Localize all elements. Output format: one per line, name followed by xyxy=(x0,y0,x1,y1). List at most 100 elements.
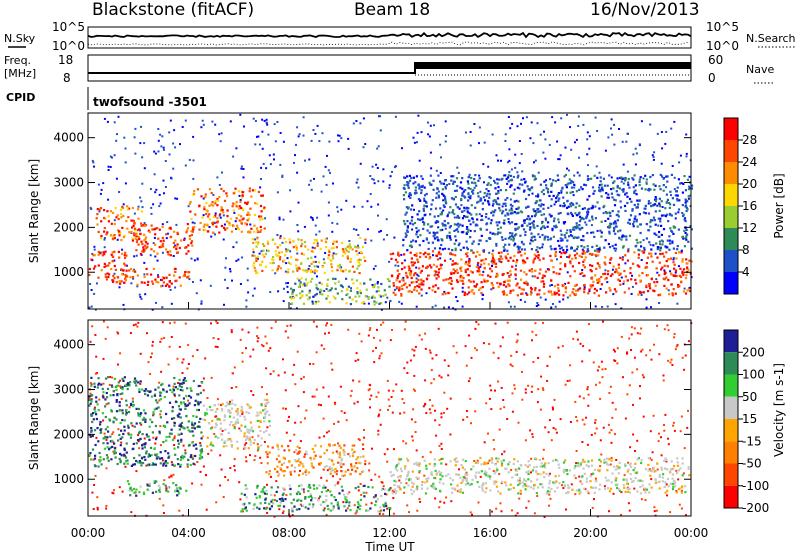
heatmap-cell xyxy=(674,217,677,220)
heatmap-cell xyxy=(285,431,288,434)
heatmap-cell xyxy=(262,162,265,165)
heatmap-cell xyxy=(378,230,381,233)
heatmap-cell xyxy=(465,207,468,210)
heatmap-cell xyxy=(538,204,541,207)
heatmap-cell xyxy=(420,278,423,281)
heatmap-cell xyxy=(254,455,257,457)
heatmap-cell xyxy=(602,320,604,323)
heatmap-cell xyxy=(251,254,254,257)
heatmap-cell xyxy=(616,219,619,222)
heatmap-cell xyxy=(253,224,256,227)
heatmap-cell xyxy=(204,474,207,477)
heatmap-cell xyxy=(113,272,116,275)
heatmap-cell xyxy=(624,275,627,278)
heatmap-cell xyxy=(92,508,95,510)
heatmap-cell xyxy=(613,247,616,250)
heatmap-cell xyxy=(466,180,469,183)
heatmap-cell xyxy=(507,180,510,183)
heatmap-cell xyxy=(506,252,509,255)
heatmap-cell xyxy=(504,243,507,246)
heatmap-cell xyxy=(531,330,534,333)
heatmap-cell xyxy=(257,337,260,340)
heatmap-cell xyxy=(154,227,157,230)
heatmap-cell xyxy=(149,418,152,421)
heatmap-cell xyxy=(437,327,440,330)
heatmap-cell xyxy=(117,231,121,234)
heatmap-cell xyxy=(621,188,624,191)
heatmap-cell xyxy=(520,288,523,291)
heatmap-cell xyxy=(174,489,177,492)
heatmap-cell xyxy=(517,174,520,177)
heatmap-cell xyxy=(533,253,536,256)
heatmap-cell xyxy=(362,117,365,120)
heatmap-cell xyxy=(647,189,651,192)
heatmap-cell xyxy=(168,280,171,283)
heatmap-cell xyxy=(337,265,340,268)
heatmap-cell xyxy=(171,438,175,441)
heatmap-cell xyxy=(479,265,482,268)
heatmap-cell xyxy=(664,245,667,248)
heatmap-cell xyxy=(140,222,143,225)
heatmap-cell xyxy=(168,273,171,276)
heatmap-cell xyxy=(301,290,304,293)
heatmap-cell xyxy=(562,283,565,287)
heatmap-cell xyxy=(162,239,165,242)
heatmap-cell xyxy=(316,124,319,127)
heatmap-cell xyxy=(544,298,547,301)
heatmap-cell xyxy=(260,462,263,464)
heatmap-cell xyxy=(646,274,649,277)
heatmap-cell xyxy=(216,398,219,401)
heatmap-cell xyxy=(434,497,437,500)
heatmap-cell xyxy=(337,481,340,484)
heatmap-cell xyxy=(103,117,106,120)
heatmap-cell xyxy=(244,201,247,204)
heatmap-cell xyxy=(614,199,617,202)
heatmap-cell xyxy=(559,154,562,157)
heatmap-cell xyxy=(304,453,307,456)
heatmap-cell xyxy=(377,391,380,394)
heatmap-cell xyxy=(625,140,628,143)
heatmap-cell xyxy=(186,367,189,370)
heatmap-cell xyxy=(591,284,594,287)
heatmap-cell xyxy=(127,426,130,429)
heatmap-cell xyxy=(330,266,333,269)
heatmap-cell xyxy=(409,192,412,195)
heatmap-cell xyxy=(291,373,294,376)
heatmap-cell xyxy=(356,292,359,295)
heatmap-cell xyxy=(647,200,650,203)
heatmap-cell xyxy=(518,187,521,190)
heatmap-cell xyxy=(608,261,612,265)
heatmap-cell xyxy=(122,269,125,272)
heatmap-cell xyxy=(217,199,220,202)
heatmap-cell xyxy=(162,388,165,391)
heatmap-cell xyxy=(626,170,629,173)
heatmap-cell xyxy=(341,254,344,257)
heatmap-cell xyxy=(126,480,129,483)
heatmap-cell xyxy=(302,284,305,287)
heatmap-cell xyxy=(616,177,619,180)
heatmap-cell xyxy=(196,188,200,191)
heatmap-cell xyxy=(351,248,354,251)
heatmap-cell xyxy=(113,237,116,240)
heatmap-cell xyxy=(123,453,126,456)
heatmap-cell xyxy=(536,495,539,497)
heatmap-cell xyxy=(634,163,637,166)
heatmap-cell xyxy=(143,142,146,145)
heatmap-cell xyxy=(187,420,190,423)
heatmap-cell xyxy=(652,183,655,186)
heatmap-cell xyxy=(511,204,514,208)
heatmap-cell xyxy=(505,189,508,192)
heatmap-cell xyxy=(661,252,664,255)
heatmap-cell xyxy=(221,209,224,212)
heatmap-cell xyxy=(197,425,200,428)
heatmap-cell xyxy=(214,123,217,126)
heatmap-cell xyxy=(314,269,317,272)
heatmap-cell xyxy=(455,351,458,354)
heatmap-cell xyxy=(310,188,313,191)
heatmap-cell xyxy=(232,224,235,228)
heatmap-cell xyxy=(634,147,637,150)
heatmap-cell xyxy=(472,280,475,283)
heatmap-cell xyxy=(437,251,441,254)
heatmap-cell xyxy=(604,149,607,152)
heatmap-cell xyxy=(658,230,661,234)
